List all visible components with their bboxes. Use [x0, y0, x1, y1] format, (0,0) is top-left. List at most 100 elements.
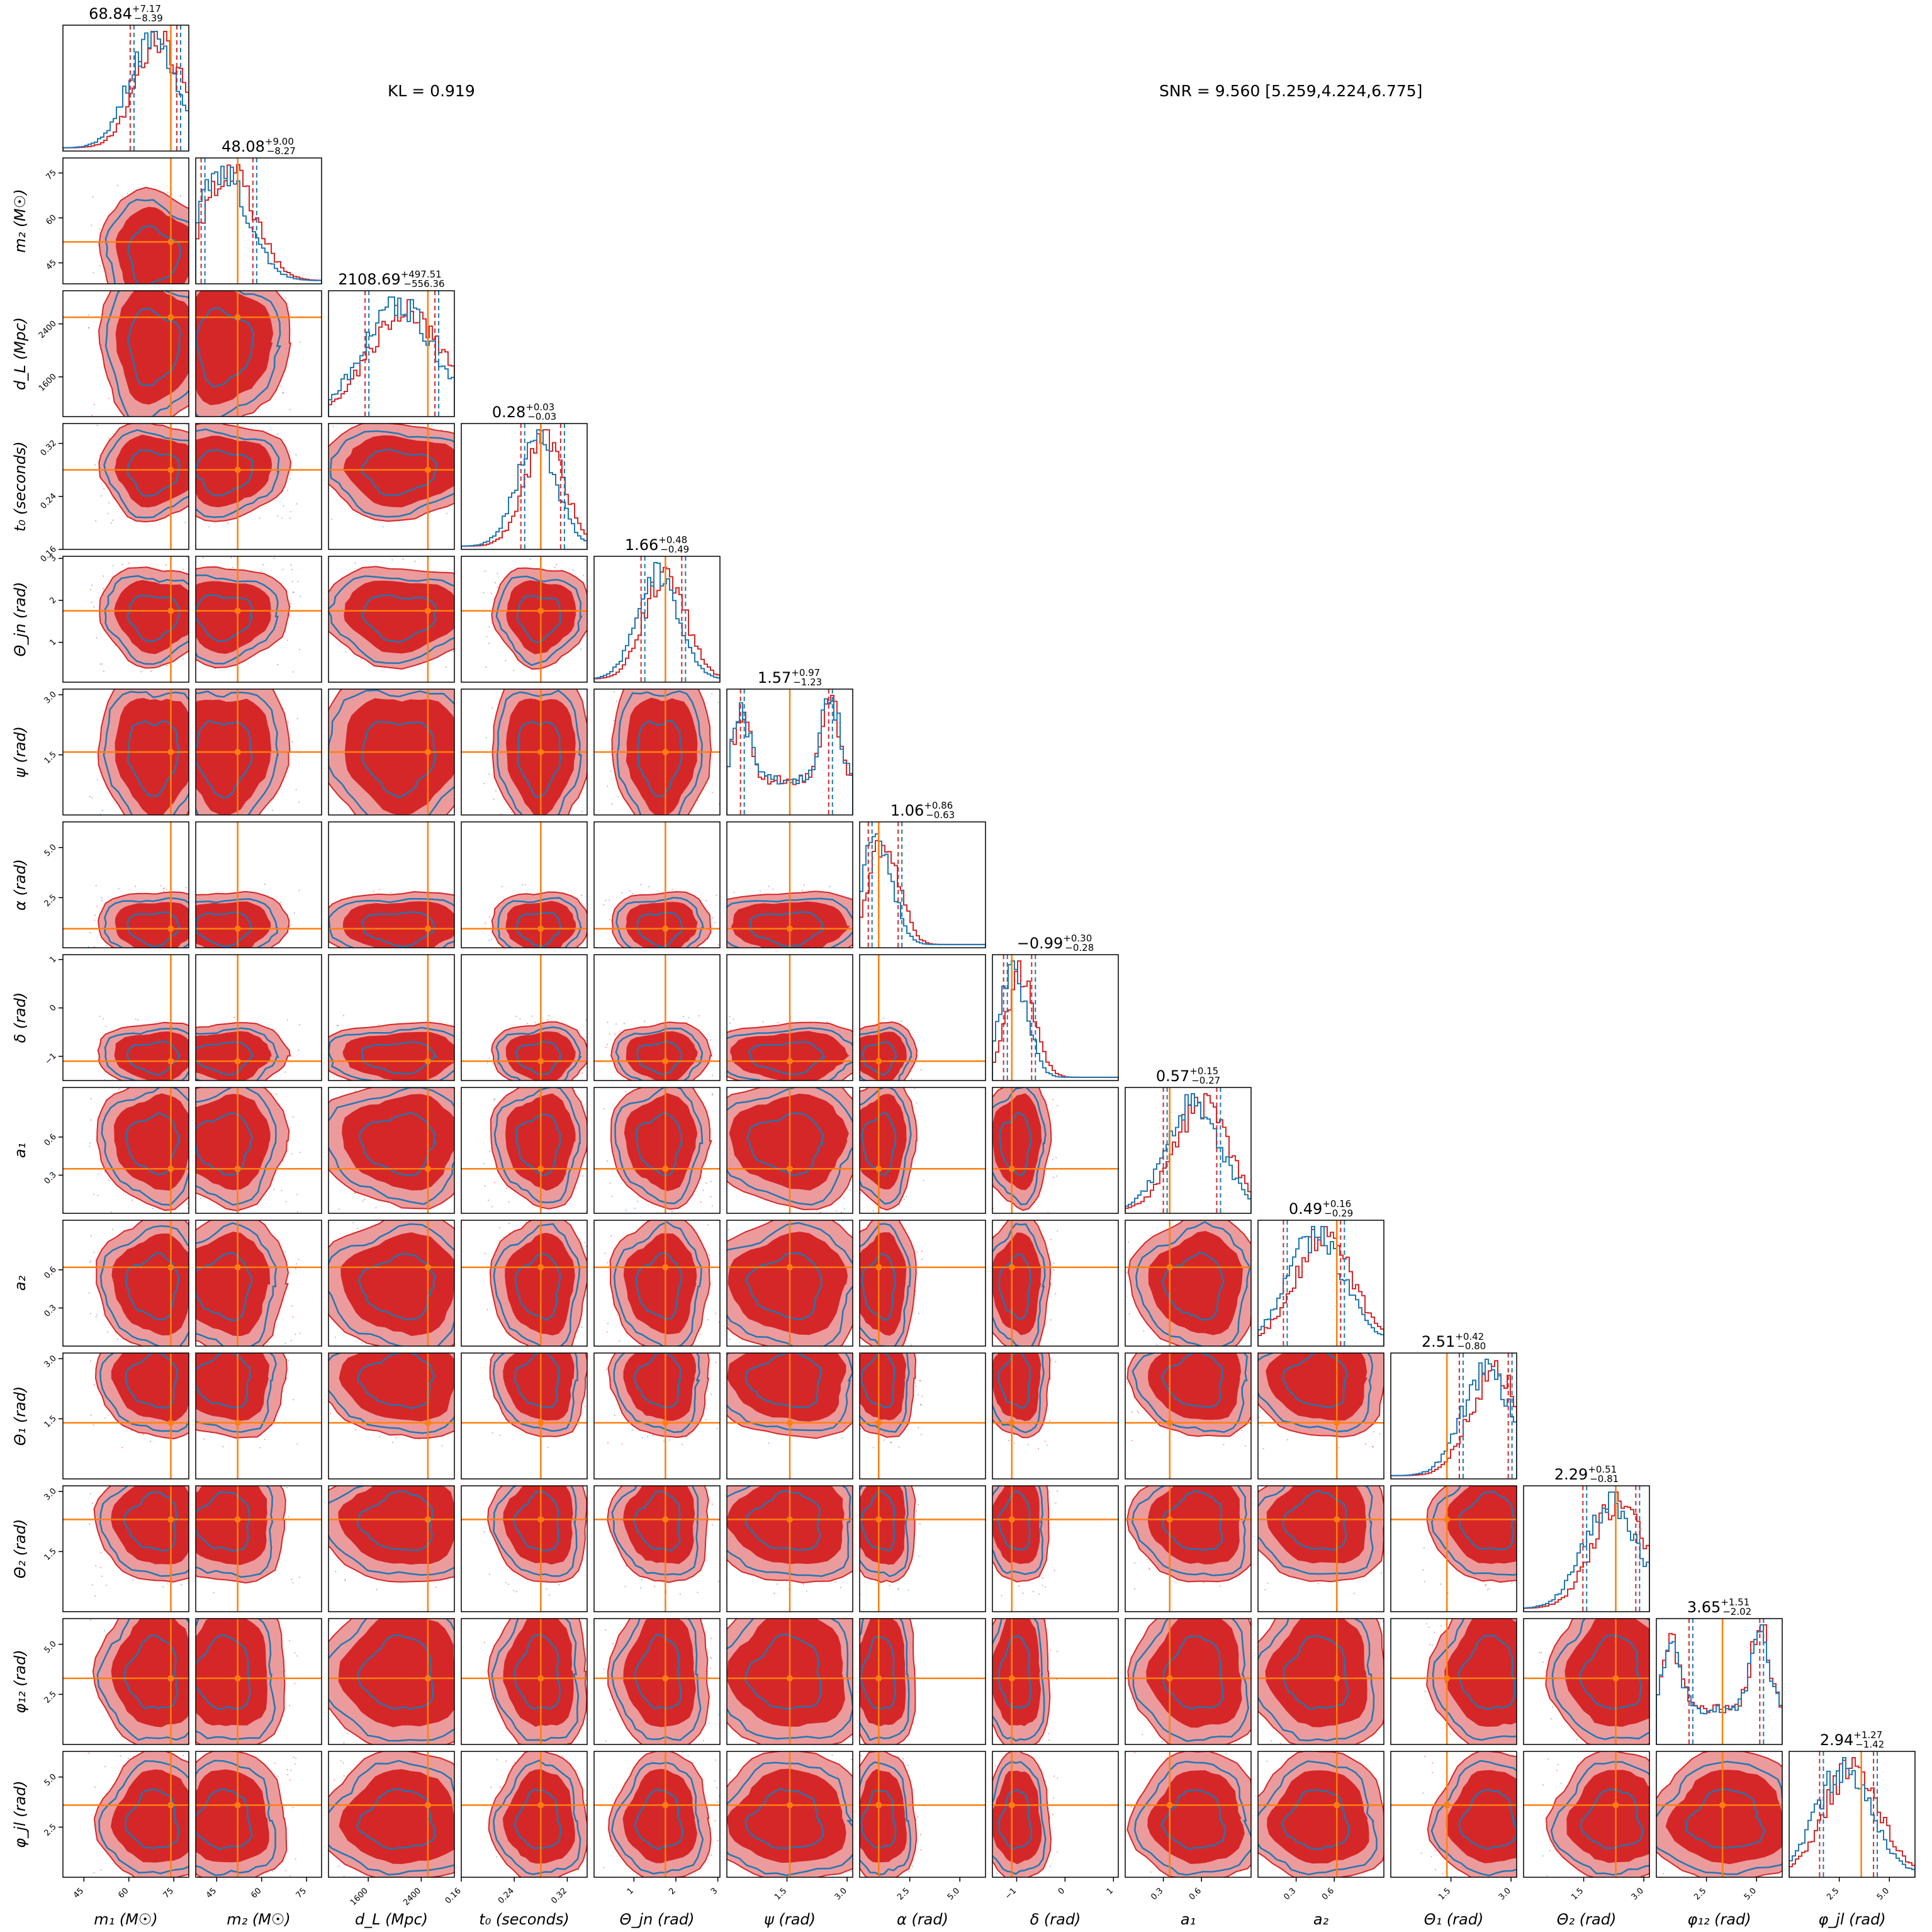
scatter-point — [523, 1475, 524, 1476]
scatter-point — [839, 1203, 840, 1205]
scatter-point — [111, 522, 112, 524]
scatter-point — [281, 278, 283, 279]
panel-11-0 — [63, 1486, 189, 1612]
scatter-point — [921, 1395, 923, 1397]
scatter-point — [709, 1022, 710, 1023]
truth-marker — [234, 314, 241, 321]
scatter-point — [310, 1335, 312, 1336]
scatter-point — [645, 966, 646, 967]
scatter-point — [485, 1627, 486, 1629]
scatter-point — [327, 722, 328, 724]
panel-5-2 — [327, 689, 454, 837]
histogram-b — [1258, 1226, 1384, 1346]
panel-frame — [726, 821, 853, 948]
scatter-point — [494, 1182, 496, 1183]
scatter-point — [1397, 1433, 1398, 1434]
contour-b-outer — [329, 1026, 454, 1081]
scatter-point — [182, 658, 184, 660]
truth-marker — [537, 1264, 544, 1271]
truth-marker — [234, 607, 241, 614]
scatter-point — [710, 1181, 712, 1182]
scatter-point — [497, 573, 498, 575]
scatter-point — [826, 1021, 828, 1023]
scatter-point — [94, 1595, 96, 1597]
scatter-point — [1213, 1214, 1215, 1215]
contour-b-outer — [992, 1353, 1045, 1434]
scatter-point — [185, 887, 187, 889]
y-tick-label: 3.0 — [43, 1354, 59, 1369]
scatter-point — [489, 1338, 490, 1339]
contour-b-outer — [196, 291, 282, 417]
scatter-point — [469, 1688, 471, 1689]
scatter-point — [93, 272, 94, 274]
scatter-point — [313, 1214, 315, 1215]
scatter-point — [510, 1218, 512, 1220]
scatter-point — [619, 1031, 621, 1033]
panel-frame — [62, 954, 189, 1081]
scatter-point — [736, 953, 737, 954]
scatter-point — [491, 1432, 493, 1434]
scatter-point — [778, 1444, 780, 1446]
scatter-point — [201, 1208, 203, 1210]
scatter-point — [313, 1575, 315, 1576]
scatter-point — [714, 921, 716, 923]
scatter-point — [102, 1349, 103, 1351]
scatter-point — [479, 1033, 480, 1034]
scatter-point — [496, 1581, 497, 1582]
y-tick-label: 0.3 — [43, 1303, 59, 1319]
scatter-point — [466, 1432, 467, 1433]
contour-b-outer — [727, 1486, 851, 1577]
scatter-point — [499, 1434, 501, 1436]
scatter-point — [634, 1208, 636, 1210]
scatter-point — [314, 640, 315, 641]
truth-marker — [424, 466, 431, 473]
contour-b-outer — [196, 898, 278, 948]
scatter-point — [524, 884, 526, 885]
scatter-point — [457, 1712, 458, 1713]
scatter-point — [111, 1211, 113, 1213]
truth-marker — [662, 749, 669, 755]
scatter-point — [179, 1588, 181, 1590]
scatter-point — [227, 522, 228, 524]
contour-b-outer — [495, 1026, 582, 1081]
scatter-point — [597, 1359, 598, 1360]
scatter-point — [492, 521, 493, 522]
scatter-point — [1536, 1563, 1537, 1564]
scatter-point — [865, 1016, 867, 1017]
scatter-point — [480, 486, 481, 488]
scatter-point — [92, 196, 94, 198]
contour-inner — [505, 1232, 575, 1336]
contour-inner — [992, 1353, 1042, 1422]
scatter-point — [489, 916, 491, 918]
panel-frame — [195, 688, 322, 816]
scatter-point — [103, 670, 104, 672]
scatter-point — [711, 1205, 713, 1207]
scatter-point — [1021, 1211, 1023, 1213]
contour-inner — [111, 1486, 189, 1564]
scatter-point — [330, 1351, 332, 1352]
panel-4-0 — [63, 556, 189, 682]
panel-frame — [859, 1485, 986, 1612]
scatter-point — [312, 1368, 313, 1369]
scatter-point — [1143, 1330, 1145, 1332]
scatter-point — [977, 1343, 978, 1344]
scatter-point — [1156, 1344, 1157, 1345]
scatter-point — [298, 889, 300, 891]
scatter-point — [353, 836, 354, 837]
scatter-point — [1488, 1588, 1490, 1590]
scatter-point — [227, 1468, 228, 1469]
scatter-point — [1338, 1447, 1340, 1449]
scatter-point — [695, 1023, 696, 1025]
scatter-point — [1228, 1471, 1229, 1472]
scatter-point — [288, 1516, 289, 1518]
scatter-point — [456, 1525, 458, 1527]
panel-10-9 — [1258, 1353, 1398, 1479]
contour-inner — [727, 1486, 845, 1564]
scatter-point — [697, 1457, 699, 1458]
scatter-point — [558, 1584, 560, 1586]
scatter-point — [1448, 1482, 1449, 1483]
panel-frame — [461, 954, 588, 1081]
scatter-point — [198, 969, 199, 970]
scatter-point — [283, 392, 284, 394]
scatter-point — [897, 1589, 899, 1590]
